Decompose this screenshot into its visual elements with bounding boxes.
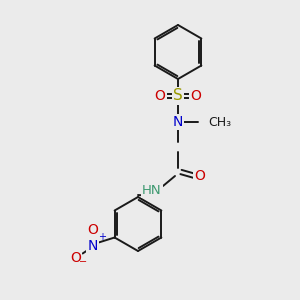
Text: +: + xyxy=(98,232,106,242)
Text: N: N xyxy=(173,115,183,129)
Text: HN: HN xyxy=(142,184,162,196)
Text: S: S xyxy=(173,88,183,104)
Text: O: O xyxy=(195,169,206,183)
Text: O: O xyxy=(70,251,81,266)
Text: CH₃: CH₃ xyxy=(208,116,231,128)
Text: −: − xyxy=(79,256,87,266)
Text: O: O xyxy=(154,89,165,103)
Text: N: N xyxy=(87,238,98,253)
Text: O: O xyxy=(87,224,98,238)
Text: O: O xyxy=(190,89,201,103)
